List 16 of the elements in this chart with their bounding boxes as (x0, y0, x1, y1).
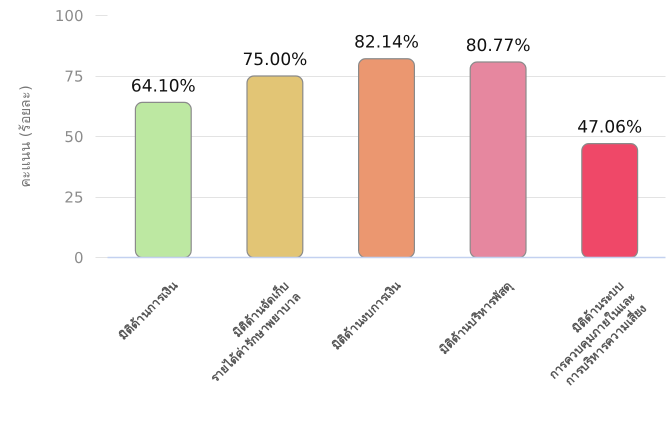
bar (134, 102, 192, 258)
bar (581, 143, 638, 258)
y-tick-label: 50 (64, 128, 84, 146)
y-tick-label: 75 (64, 68, 84, 86)
data-label: 82.14% (354, 32, 419, 53)
data-label: 80.77% (466, 36, 531, 56)
y-axis-title: คะแนน (ร้อยละ) (18, 85, 34, 188)
bar (246, 75, 304, 258)
bar (470, 61, 527, 258)
y-tick-label: 0 (74, 249, 84, 267)
data-label: 47.06% (577, 118, 642, 138)
y-tick-label: 25 (64, 188, 84, 206)
y-tick-label: 100 (54, 7, 84, 25)
data-label: 75.00% (242, 50, 308, 70)
bar (358, 58, 415, 258)
data-label: 64.10% (130, 76, 196, 96)
